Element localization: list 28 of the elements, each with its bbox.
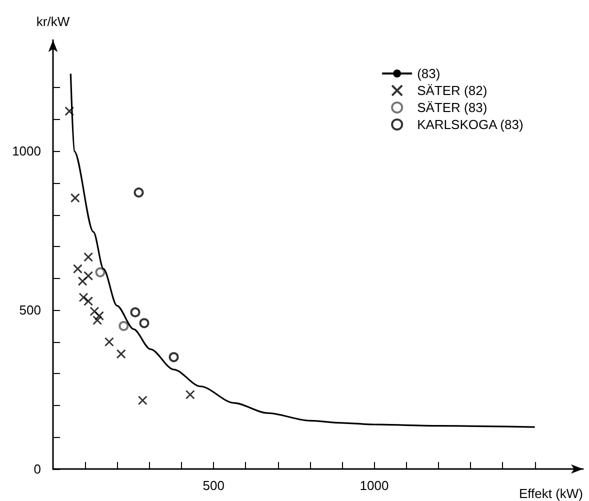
point	[168, 352, 179, 362]
legend-label: (83)	[417, 66, 440, 81]
point	[118, 321, 129, 331]
point	[116, 349, 126, 359]
point	[70, 193, 80, 203]
point	[185, 390, 195, 400]
point	[64, 106, 74, 116]
point	[84, 271, 94, 281]
point	[84, 252, 94, 262]
point	[134, 188, 144, 198]
legend-label: SÄTER (83)	[417, 100, 488, 115]
y-tick-label: 500	[19, 302, 41, 318]
y-axis-title: kr/kW	[36, 14, 70, 29]
y-tick-label: 1000	[12, 144, 41, 159]
point	[130, 307, 140, 318]
point	[78, 276, 88, 286]
point	[72, 264, 82, 274]
point	[139, 318, 150, 328]
point	[104, 337, 114, 347]
legend-label: KARLSKOGA (83)	[417, 117, 524, 132]
point	[84, 296, 94, 306]
point	[94, 311, 104, 321]
point	[78, 292, 88, 302]
legend-label: SÄTER (82)	[417, 83, 488, 98]
point	[138, 396, 148, 406]
x-axis-title: Effekt (kW)	[518, 486, 583, 501]
y-tick-label: 0	[34, 462, 41, 476]
point	[95, 267, 106, 278]
